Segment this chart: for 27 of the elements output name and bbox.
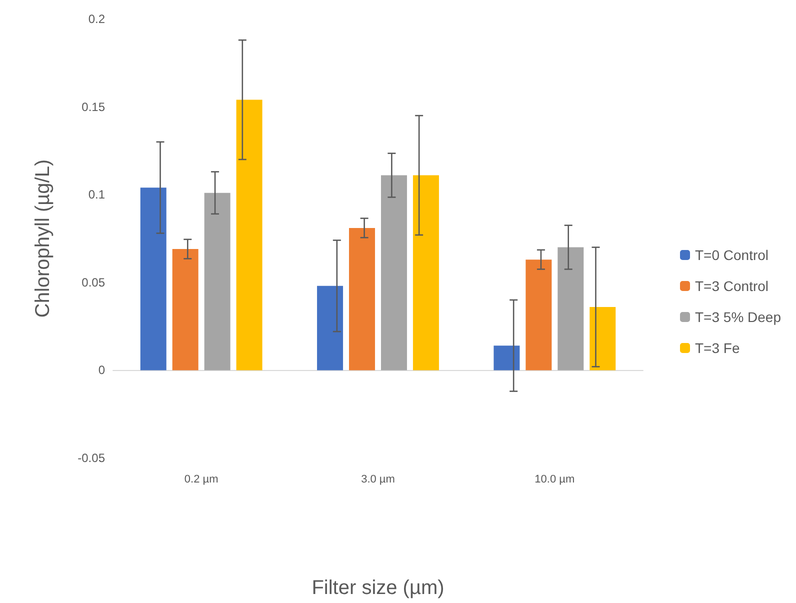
bar [590,306,616,370]
legend-label: T=3 5% Deep [695,309,782,325]
bar [494,346,520,370]
bar [412,175,439,370]
bar [204,192,230,370]
y-tick-label: 0.05 [82,275,106,290]
y-tick-label: 0.15 [82,100,106,114]
x-tick-label: 3.0 µm [361,474,395,486]
y-tick-label: -0.05 [78,451,106,465]
bar [349,228,376,370]
legend-label: T=0 Control [695,247,769,263]
bar [558,247,584,370]
bar [140,188,166,370]
y-tick-label: 0.1 [88,188,106,202]
y-tick-label: 0.2 [88,12,106,26]
x-axis-title: Filter size (µm) [312,577,444,599]
legend-label: T=3 Fe [695,340,740,356]
bar [317,286,344,370]
x-tick-label: 10.0 µm [534,474,575,486]
legend-label: T=3 Control [695,278,769,294]
x-tick-label: 0.2 µm [184,474,218,486]
bar [380,175,407,370]
bar [236,100,262,370]
bar [172,249,198,370]
bar [526,260,552,370]
y-axis-title: Chlorophyll (µg/L) [32,159,54,318]
y-tick-label: 0 [98,363,106,378]
